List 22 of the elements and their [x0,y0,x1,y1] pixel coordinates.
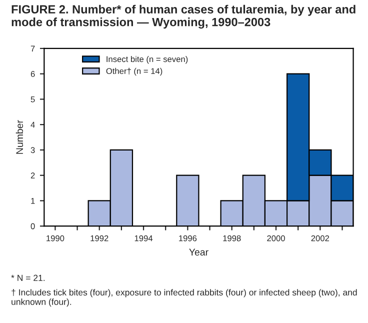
y-tick-label: 5 [30,96,35,102]
y-axis-title: Number [16,120,24,154]
x-tick-label: 1994 [134,235,153,242]
chart-title: FIGURE 2. Number* of human cases of tularemia, by year and mode of transmission — Wyoming, 1990–2003 [12,4,356,29]
x-tick-label: 1998 [223,235,241,242]
y-tick-label: 2 [30,172,35,178]
x-tick-label: 2000 [267,235,285,242]
x-tick-label: 2002 [311,235,330,242]
x-tick-label: 1996 [179,235,197,242]
y-tick-label: 1 [31,198,35,204]
legend-label: Other† (n = 14) [106,68,162,76]
legend-label: Insect bite (n = seven) [106,56,188,64]
x-tick-label: 1990 [46,235,64,242]
y-tick-label: 3 [30,147,35,154]
y-tick-label: 0 [30,223,35,230]
y-tick-label: 4 [30,122,35,128]
text: † Includes tick bites (four), exposure to infected rabbits (four) or infected sheep (two), and unknown (four). [12,289,357,307]
y-tick-label: 7 [30,46,35,52]
x-tick-label: 1992 [90,235,108,242]
x-axis-title: Year [189,248,208,256]
y-tick-label: 6 [30,71,35,77]
text: * N = 21. [11,274,45,281]
